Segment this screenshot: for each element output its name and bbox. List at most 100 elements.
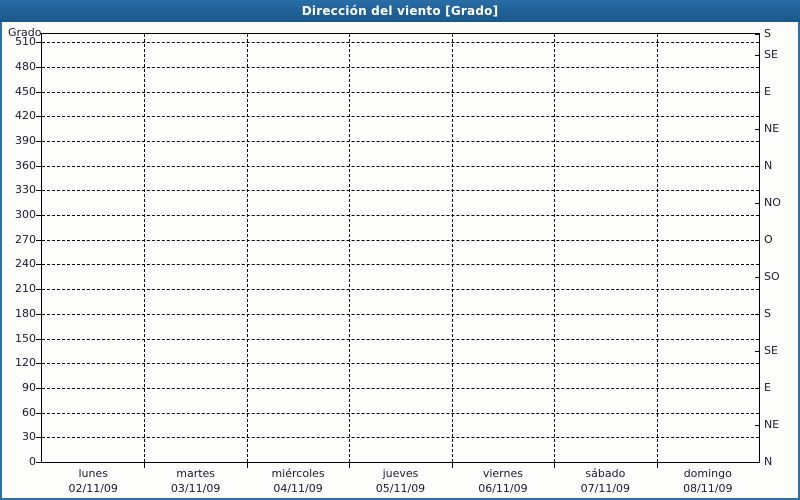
y-axis-left-tick-mark <box>36 462 41 463</box>
y-axis-left-tick-mark <box>36 338 41 340</box>
y-axis-left-tick-label: 360 <box>15 158 36 172</box>
y-axis-left-tick-mark <box>36 66 41 68</box>
y-axis-right-tick-label: E <box>764 84 771 98</box>
y-axis-left-tick-label: 270 <box>15 232 36 246</box>
y-axis-right-tick-mark <box>755 313 760 315</box>
gridline-vertical <box>349 34 350 462</box>
y-axis-left-tick-label: 120 <box>15 356 36 370</box>
y-axis-right-tick-label: E <box>764 380 771 394</box>
x-axis-tick-label: jueves 05/11/09 <box>349 466 451 496</box>
y-axis-right-tick-label: NO <box>764 195 781 209</box>
y-axis-left-tick-label: 300 <box>15 208 36 222</box>
y-axis-left-tick-mark <box>36 141 41 142</box>
y-axis-left-tick-mark <box>36 363 41 365</box>
x-axis-date: 06/11/09 <box>478 482 528 495</box>
x-axis-tick-mark <box>247 463 248 468</box>
y-axis-right-tick-label: NE <box>764 417 780 431</box>
y-axis-left-tick-mark <box>36 289 41 291</box>
x-axis-tick-mark <box>452 463 453 468</box>
gridline-vertical <box>452 34 453 462</box>
x-axis-tick-label: sábado 07/11/09 <box>554 466 656 496</box>
gridline-vertical <box>144 34 145 462</box>
x-axis-date: 02/11/09 <box>68 482 118 495</box>
y-axis-left-tick-label: 480 <box>15 59 36 73</box>
x-axis-date: 07/11/09 <box>580 482 631 495</box>
y-axis-right-tick-label: NE <box>764 121 780 135</box>
gridline-horizontal <box>42 289 759 291</box>
x-axis-date: 08/11/09 <box>683 482 733 495</box>
y-axis-left-tick-label: 150 <box>15 331 36 345</box>
x-axis-tick-mark <box>554 463 555 468</box>
y-axis-left-tick-label: 210 <box>15 282 36 296</box>
x-axis-tick-mark <box>657 463 658 468</box>
x-axis-date: 03/11/09 <box>170 482 221 495</box>
y-axis-right-tick-mark <box>755 91 760 93</box>
gridline-horizontal <box>42 165 759 167</box>
x-axis-tick-label: viernes 06/11/09 <box>452 466 554 496</box>
gridline-vertical <box>554 34 555 462</box>
x-axis-day-name: martes <box>176 467 216 480</box>
y-axis-right-tick-label: SE <box>764 47 778 61</box>
gridline-horizontal <box>42 313 759 315</box>
gridline-vertical <box>247 34 248 462</box>
gridline-vertical <box>657 34 658 462</box>
gridline-horizontal <box>42 91 759 93</box>
gridline-horizontal <box>42 387 759 389</box>
x-axis-tick-label: miércoles 04/11/09 <box>247 466 349 496</box>
y-axis-left-tick-label: 60 <box>22 405 36 419</box>
x-axis-day-name: viernes <box>482 467 523 480</box>
y-axis-left-tick-mark <box>36 42 41 44</box>
gridline-horizontal <box>42 363 759 365</box>
gridline-horizontal <box>42 141 759 142</box>
y-axis-right-tick-mark <box>755 54 760 56</box>
y-axis-right-tick-mark <box>755 165 760 167</box>
y-axis-left-tick-mark <box>36 215 41 217</box>
x-axis-day-name: sábado <box>585 467 626 480</box>
y-axis-right-tick-mark <box>755 350 760 352</box>
y-axis-left-tick-label: 180 <box>15 306 36 320</box>
window-title-bar: Dirección del viento [Grado] <box>0 0 800 22</box>
x-axis-tick-label: domingo 08/11/09 <box>657 466 759 496</box>
y-axis-left-tick-label: 420 <box>15 109 36 123</box>
y-axis-right-tick-label: SO <box>764 269 780 283</box>
y-axis-right-tick-mark <box>755 387 760 389</box>
y-axis-left-tick-mark <box>36 313 41 315</box>
y-axis-right-tick-label: N <box>764 158 773 172</box>
x-axis-day-name: miércoles <box>271 467 325 480</box>
y-axis-right-tick-label: O <box>764 232 773 246</box>
y-axis-right-tick-label: S <box>764 306 771 320</box>
y-axis-right-tick-mark <box>755 276 760 278</box>
y-axis-right-tick-mark <box>755 128 760 130</box>
page-title: Dirección del viento [Grado] <box>301 4 499 18</box>
gridline-horizontal <box>42 42 759 44</box>
y-axis-right-tick-mark <box>755 202 760 204</box>
y-axis-right-tick-mark <box>755 462 760 463</box>
x-axis-tick-mark <box>144 463 145 468</box>
gridline-horizontal <box>42 338 759 340</box>
gridline-horizontal <box>42 215 759 217</box>
y-axis-left-tick-mark <box>36 412 41 414</box>
y-axis-left-tick-label: 330 <box>15 183 36 197</box>
y-axis-left-tick-mark <box>36 387 41 389</box>
gridline-horizontal <box>42 66 759 68</box>
x-axis-day-name: domingo <box>683 467 732 480</box>
gridline-horizontal <box>42 116 759 118</box>
y-axis-left-tick-mark <box>36 165 41 167</box>
y-axis-left-tick-label: 390 <box>15 134 36 147</box>
x-axis-tick-mark <box>349 463 350 468</box>
gridline-horizontal <box>42 239 759 241</box>
y-axis-right-tick-label: SE <box>764 343 778 357</box>
x-axis-date: 04/11/09 <box>273 482 323 495</box>
y-axis-right-tick-mark <box>755 34 760 35</box>
y-axis-left-tick-label: 510 <box>15 35 36 49</box>
gridline-horizontal <box>42 412 759 414</box>
y-axis-left-tick-mark <box>36 239 41 241</box>
y-axis-right-tick-mark <box>755 424 760 426</box>
y-axis-right-tick-mark <box>755 239 760 241</box>
gridline-horizontal <box>42 190 759 192</box>
y-axis-left-tick-label: 90 <box>22 380 36 394</box>
y-axis-left-tick-mark <box>36 264 41 266</box>
x-axis-day-name: jueves <box>382 467 419 480</box>
y-axis-left-tick-mark <box>36 91 41 93</box>
